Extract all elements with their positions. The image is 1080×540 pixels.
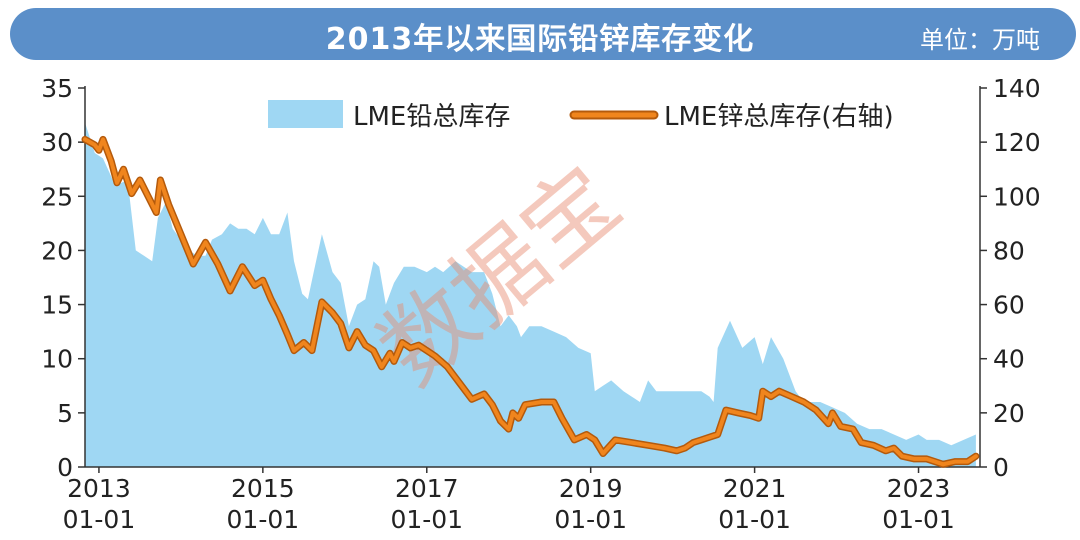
right-tick-label: 60 (993, 291, 1025, 320)
unit-label: 单位：万吨 (920, 26, 1040, 54)
legend-swatch-lead (268, 100, 343, 128)
x-tick-date: 01-01 (63, 505, 136, 534)
x-tick-year: 2021 (723, 474, 787, 503)
x-tick-date: 01-01 (227, 505, 300, 534)
lead-inventory-area (85, 122, 976, 467)
left-tick-label: 35 (41, 74, 73, 103)
right-tick-label: 0 (993, 453, 1009, 482)
right-tick-label: 20 (993, 399, 1025, 428)
left-tick-label: 25 (41, 182, 73, 211)
x-tick-date: 01-01 (390, 505, 463, 534)
x-tick-year: 2023 (887, 474, 951, 503)
chart-title: 2013年以来国际铅锌库存变化 (325, 22, 755, 57)
title-banner: 2013年以来国际铅锌库存变化 单位：万吨 (0, 0, 1080, 62)
x-tick-year: 2017 (395, 474, 459, 503)
legend-label-lead: LME铅总库存 (353, 102, 510, 132)
x-tick-year: 2013 (67, 474, 131, 503)
right-tick-label: 100 (993, 182, 1041, 211)
right-tick-label: 120 (993, 128, 1041, 157)
x-tick-year: 2015 (231, 474, 295, 503)
legend-label-zinc: LME锌总库存(右轴) (664, 102, 894, 132)
banner-background (10, 8, 1076, 60)
x-tick-date: 01-01 (554, 505, 627, 534)
left-tick-label: 0 (57, 453, 73, 482)
left-tick-label: 30 (41, 128, 73, 157)
right-tick-label: 40 (993, 345, 1025, 374)
left-tick-label: 5 (57, 399, 73, 428)
left-tick-label: 10 (41, 345, 73, 374)
right-tick-label: 140 (993, 74, 1041, 103)
x-tick-date: 01-01 (718, 505, 791, 534)
zinc-inventory-line (83, 137, 978, 467)
x-tick-date: 01-01 (882, 505, 955, 534)
x-tick-year: 2019 (559, 474, 623, 503)
left-tick-label: 15 (41, 291, 73, 320)
right-tick-label: 80 (993, 236, 1025, 265)
left-tick-label: 20 (41, 236, 73, 265)
